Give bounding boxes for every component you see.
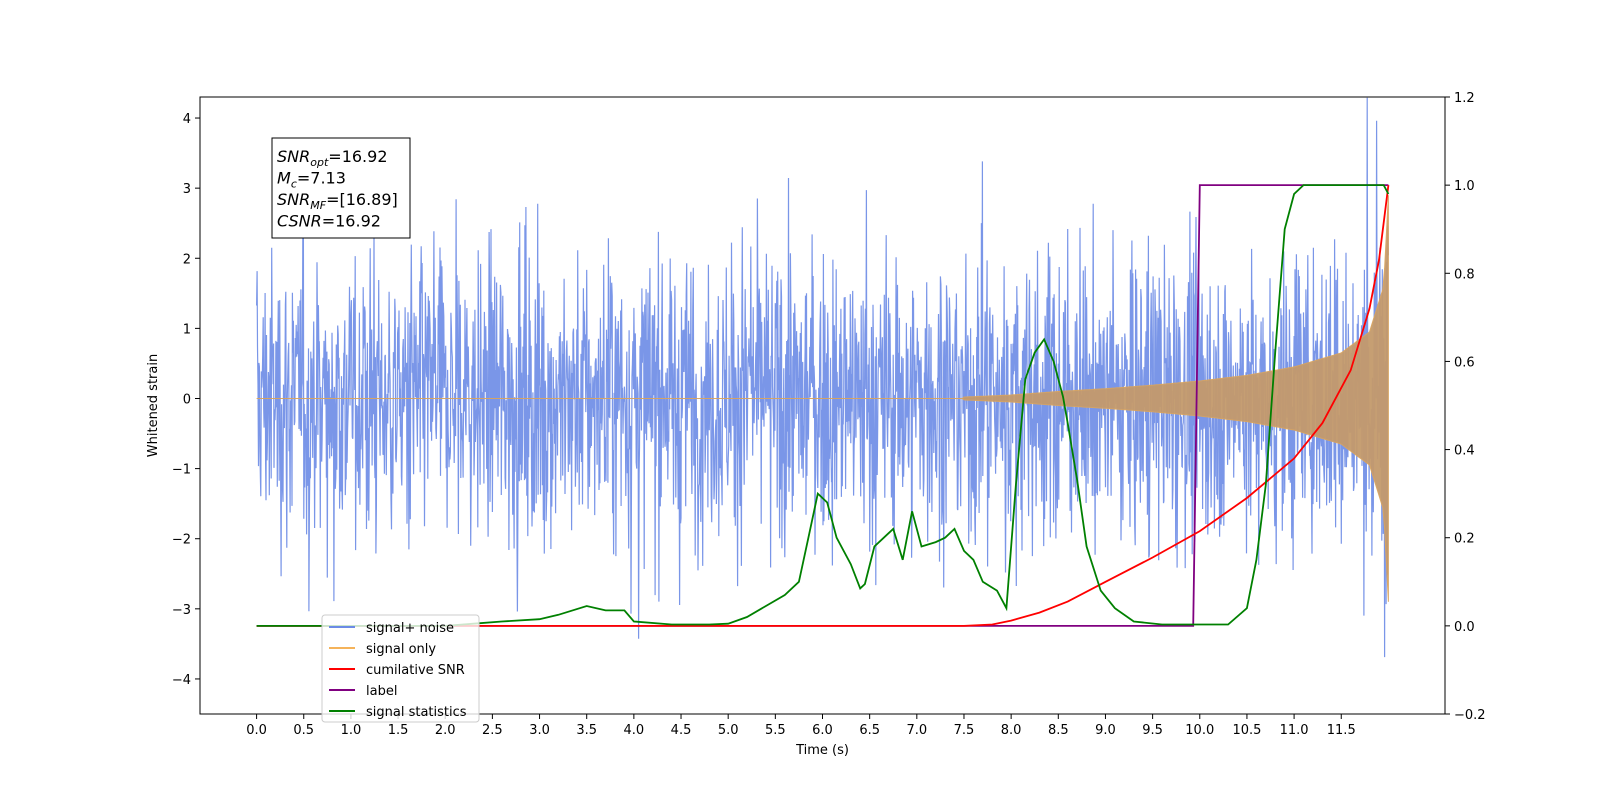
- x-tick-label: 3.5: [576, 723, 597, 738]
- y-left-tick-label: 2: [183, 252, 191, 267]
- x-axis: 0.0 0.5 1.0 1.5 2.0 2.5 3.0 3.5 4.0 4.5 5.0 5.5 6.0 6…: [246, 714, 1356, 738]
- legend-label: cumilative SNR: [366, 663, 465, 678]
- cumulative-snr-line: [256, 184, 1390, 627]
- x-tick-label: 8.5: [1048, 723, 1069, 738]
- legend: signal+ noise signal only cumilative SNR la…: [321, 614, 480, 723]
- x-tick-label: 5.0: [718, 723, 739, 738]
- mc-value: 7.13: [310, 169, 346, 188]
- legend-frame: [321, 614, 480, 723]
- annotation-csnr: CSNR=16.92: [277, 212, 381, 231]
- y-right-tick-label: 1.2: [1454, 91, 1475, 106]
- y-left-tick-label: −1: [172, 463, 191, 478]
- signal-only-line: [256, 195, 1389, 602]
- y-right-tick-label: 0.2: [1454, 532, 1475, 547]
- csnr-value: 16.92: [335, 212, 381, 231]
- annotation-frame: [271, 137, 411, 239]
- y-axis-left: −4 −3 −2 −1 0 1 2 3 4: [172, 112, 200, 688]
- legend-label: signal+ noise: [366, 621, 454, 636]
- y-right-tick-label: 0.0: [1454, 620, 1475, 635]
- signal-noise-line: [256, 97, 1389, 658]
- y-left-tick-label: 4: [183, 112, 191, 127]
- y-left-tick-label: −2: [172, 533, 191, 548]
- signal-statistics-line: [256, 184, 1390, 627]
- y-right-tick-label: −0.2: [1454, 708, 1486, 723]
- x-tick-label: 4.0: [624, 723, 645, 738]
- x-tick-label: 10.0: [1185, 723, 1214, 738]
- legend-label: signal only: [366, 642, 436, 657]
- y-right-tick-label: 1.0: [1454, 179, 1475, 194]
- y-left-tick-label: 0: [183, 392, 191, 407]
- x-tick-label: 9.5: [1142, 723, 1163, 738]
- x-tick-label: 8.0: [1001, 723, 1022, 738]
- x-tick-label: 9.0: [1095, 723, 1116, 738]
- y-left-tick-label: −3: [172, 603, 191, 618]
- annotation-mc: Mc=7.13: [277, 169, 346, 191]
- y-right-tick-label: 0.4: [1454, 444, 1475, 459]
- x-tick-label: 6.5: [859, 723, 880, 738]
- x-tick-label: 6.0: [812, 723, 833, 738]
- x-tick-label: 7.5: [954, 723, 975, 738]
- x-tick-label: 2.0: [435, 723, 456, 738]
- x-axis-label: Time (s): [795, 743, 849, 758]
- y-left-tick-label: 1: [183, 322, 191, 337]
- x-tick-label: 1.5: [388, 723, 409, 738]
- x-tick-label: 11.0: [1280, 723, 1309, 738]
- x-tick-label: 4.5: [671, 723, 692, 738]
- x-tick-label: 7.0: [906, 723, 927, 738]
- legend-label: label: [366, 684, 397, 699]
- x-tick-label: 10.5: [1232, 723, 1261, 738]
- y-left-tick-label: −4: [172, 673, 191, 688]
- series-layer: [256, 97, 1390, 658]
- x-tick-label: 2.5: [482, 723, 503, 738]
- x-tick-label: 1.0: [341, 723, 362, 738]
- y-right-tick-label: 0.6: [1454, 355, 1475, 370]
- annotation-snr-opt: SNRopt=16.92: [277, 147, 388, 169]
- y-left-tick-label: 3: [183, 182, 191, 197]
- x-tick-label: 3.0: [529, 723, 550, 738]
- legend-label: signal statistics: [366, 705, 467, 720]
- y-axis-label: Whitened strain: [146, 354, 161, 457]
- x-tick-label: 11.5: [1327, 723, 1356, 738]
- y-axis-right: −0.2 0.0 0.2 0.4 0.6 0.8 1.0 1.2: [1445, 91, 1486, 723]
- snr-annotation-box: SNRopt=16.92 Mc=7.13 SNRMF=[16.89] CSNR=…: [271, 137, 411, 239]
- snr-opt-value: 16.92: [342, 147, 388, 166]
- x-tick-label: 0.0: [246, 723, 267, 738]
- annotation-snr-mf: SNRMF=[16.89]: [277, 190, 398, 212]
- x-tick-label: 5.5: [765, 723, 786, 738]
- y-right-tick-label: 0.8: [1454, 267, 1475, 282]
- snr-mf-value: [16.89]: [339, 190, 397, 209]
- x-tick-label: 0.5: [293, 723, 314, 738]
